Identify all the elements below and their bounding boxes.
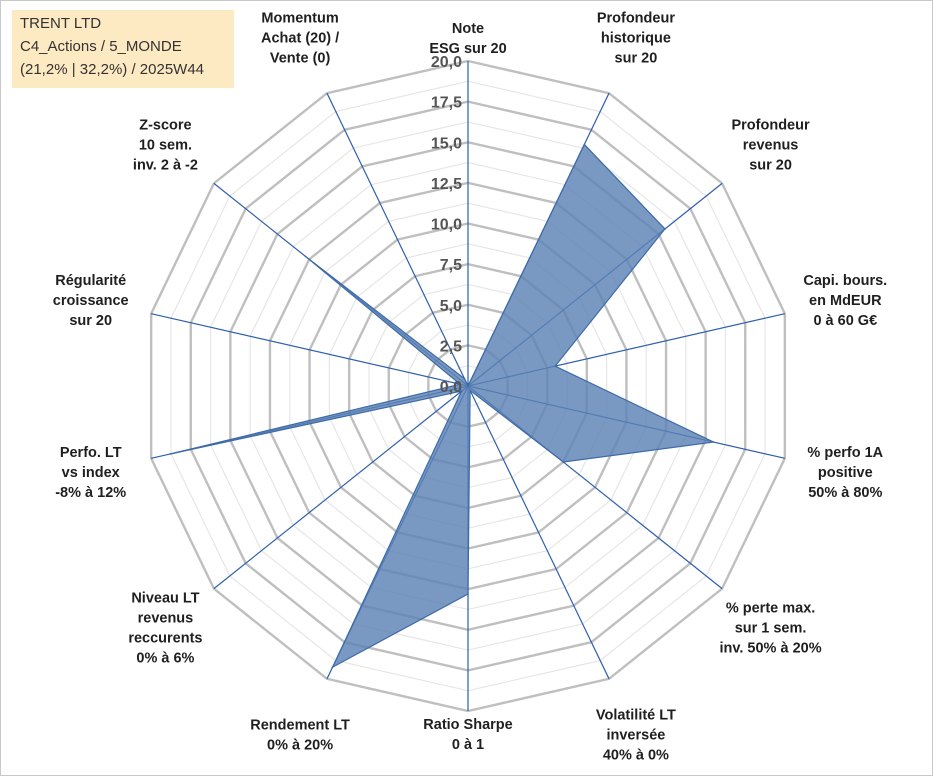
- axis-label: Profondeur historique sur 20: [597, 10, 675, 66]
- tick-label: 0,0: [440, 379, 462, 396]
- axis-label-line: Z-score: [139, 118, 191, 134]
- axis-label-line: % perte max.: [726, 600, 815, 616]
- info-box: TRENT LTD C4_Actions / 5_MONDE (21,2% | …: [12, 10, 234, 88]
- axis-label-line: ESG sur 20: [429, 41, 506, 57]
- axis-label-line: Vente (0): [270, 50, 331, 66]
- axis-label-line: positive: [818, 465, 873, 481]
- data-point: [331, 666, 334, 668]
- axis-spoke: [213, 385, 469, 590]
- axis-label-line: revenus: [138, 610, 194, 626]
- axis-label-line: Momentum: [261, 10, 338, 26]
- series-layer: [169, 143, 716, 669]
- axis-label-line: sur 20: [615, 50, 658, 66]
- axis-label-line: Profondeur: [731, 118, 809, 134]
- data-point: [467, 593, 469, 595]
- tick-label: 17,5: [431, 95, 462, 112]
- axis-label: Note ESG sur 20: [429, 21, 506, 57]
- axis-label-line: 0 à 60 G€: [813, 313, 877, 329]
- axis-label: Ratio Sharpe 0 à 1: [423, 717, 512, 753]
- axis-label: Profondeur revenus sur 20: [731, 118, 809, 174]
- axis-label-line: % perfo 1A: [807, 445, 883, 461]
- axis-label-line: 0 à 1: [452, 737, 484, 753]
- tick-label: 7,5: [440, 257, 462, 274]
- axis-label-line: inversée: [606, 728, 665, 744]
- info-stats-week: (21,2% | 32,2%) / 2025W44: [20, 61, 204, 78]
- axis-label-line: sur 1 sem.: [735, 620, 807, 636]
- data-point: [467, 385, 469, 387]
- axis-label-line: croissance: [53, 293, 129, 309]
- axis-label-line: inv. 50% à 20%: [720, 640, 822, 656]
- axis-label-line: Achat (20) /: [261, 30, 339, 46]
- info-company-name: TRENT LTD: [20, 15, 102, 32]
- axis-label-line: Ratio Sharpe: [423, 717, 512, 733]
- axis-label-line: historique: [601, 30, 671, 46]
- data-point: [460, 390, 463, 392]
- axis-label-line: 50% à 80%: [808, 485, 882, 501]
- axis-label-line: 0% à 20%: [267, 738, 333, 754]
- data-point: [304, 255, 307, 258]
- axis-label: Niveau LT revenus reccurents 0% à 6%: [128, 590, 202, 666]
- data-point: [664, 228, 666, 230]
- axis-label: Volatilité LT inversée 40% à 0%: [596, 708, 676, 764]
- axis-label: % perfo 1A positive 50% à 80%: [807, 445, 883, 501]
- tick-label: 15,0: [431, 135, 462, 152]
- axis-spoke: [326, 92, 469, 387]
- axis-label-line: Profondeur: [597, 10, 675, 26]
- axis-spoke: [467, 385, 610, 680]
- axis-label-line: vs index: [62, 465, 120, 481]
- axis-label: Rendement LT 0% à 20%: [250, 718, 350, 754]
- axis-label-line: 10 sem.: [139, 138, 192, 154]
- data-point: [469, 389, 471, 392]
- axis-label-line: Régularité: [55, 273, 126, 289]
- data-point: [554, 365, 556, 367]
- axis-label-line: 0% à 6%: [136, 650, 194, 666]
- axis-label-line: Perfo. LT: [60, 445, 122, 461]
- axis-label-line: 40% à 0%: [603, 748, 669, 764]
- data-point: [583, 143, 586, 146]
- info-category: C4_Actions / 5_MONDE: [20, 38, 182, 55]
- axis-label-line: sur 20: [749, 158, 792, 174]
- axis-label: Z-score 10 sem. inv. 2 à -2: [133, 118, 198, 174]
- axis-spoke: [151, 313, 469, 387]
- radial-tick-labels: 0,0 2,5 5,0 7,5 10,0 12,5 15,0 17,5 20,0: [431, 54, 462, 396]
- data-point: [712, 441, 715, 443]
- axis-label: Capi. bours. en MdEUR 0 à 60 G€: [803, 273, 887, 329]
- data-point: [562, 461, 565, 463]
- axis-label-line: revenus: [743, 138, 799, 154]
- axis-label: Momentum Achat (20) / Vente (0): [261, 10, 339, 66]
- axis-label-line: reccurents: [128, 630, 202, 646]
- axis-label-line: Capi. bours.: [803, 273, 887, 289]
- axis-label-line: Rendement LT: [250, 718, 350, 734]
- axis-label-line: Niveau LT: [131, 590, 199, 606]
- tick-label: 5,0: [440, 298, 462, 315]
- axis-label-line: Volatilité LT: [596, 708, 676, 724]
- tick-label: 10,0: [431, 217, 462, 234]
- tick-label: 20,0: [431, 54, 462, 71]
- axis-labels: Note ESG sur 20 Profondeur historique sur 20…: [53, 10, 887, 763]
- axis-label-line: Note: [452, 21, 484, 37]
- axis-label-line: sur 20: [69, 313, 112, 329]
- tick-label: 12,5: [431, 176, 462, 193]
- data-point: [169, 453, 171, 455]
- axis-label-line: -8% à 12%: [55, 485, 126, 501]
- axis-label: Régularité croissance sur 20: [53, 273, 129, 329]
- axis-label-line: inv. 2 à -2: [133, 158, 198, 174]
- axis-label-line: en MdEUR: [809, 293, 882, 309]
- tick-label: 2,5: [440, 338, 462, 355]
- axis-label: % perte max. sur 1 sem. inv. 50% à 20%: [720, 600, 822, 656]
- data-point: [463, 377, 466, 380]
- axis-label: Perfo. LT vs index -8% à 12%: [55, 445, 126, 501]
- data-point: [459, 383, 461, 385]
